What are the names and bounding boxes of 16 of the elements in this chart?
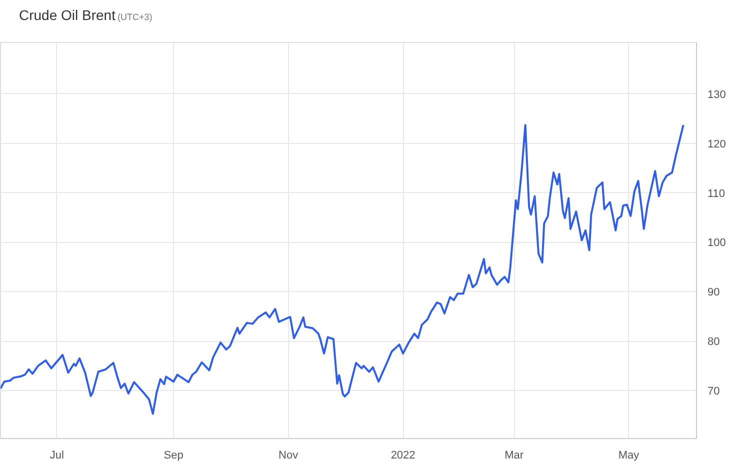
x-tick-label: Mar — [504, 450, 524, 462]
y-tick-label: 110 — [708, 188, 726, 200]
y-tick-label: 90 — [708, 286, 720, 299]
x-tick-label: 2022 — [390, 450, 416, 462]
y-tick-label: 100 — [708, 237, 726, 250]
x-tick-label: Sep — [164, 450, 184, 462]
y-tick-label: 80 — [708, 336, 720, 348]
chart-title: Crude Oil Brent — [19, 7, 116, 23]
x-tick-label: Nov — [278, 450, 299, 462]
x-tick-label: May — [618, 450, 640, 462]
x-tick-label: Jul — [50, 450, 64, 462]
line-series — [0, 124, 684, 415]
chart-subtitle: (UTC+3) — [117, 12, 152, 22]
y-tick-label: 130 — [708, 88, 726, 101]
y-tick-label: 70 — [708, 386, 720, 398]
y-tick-label: 120 — [708, 138, 726, 150]
